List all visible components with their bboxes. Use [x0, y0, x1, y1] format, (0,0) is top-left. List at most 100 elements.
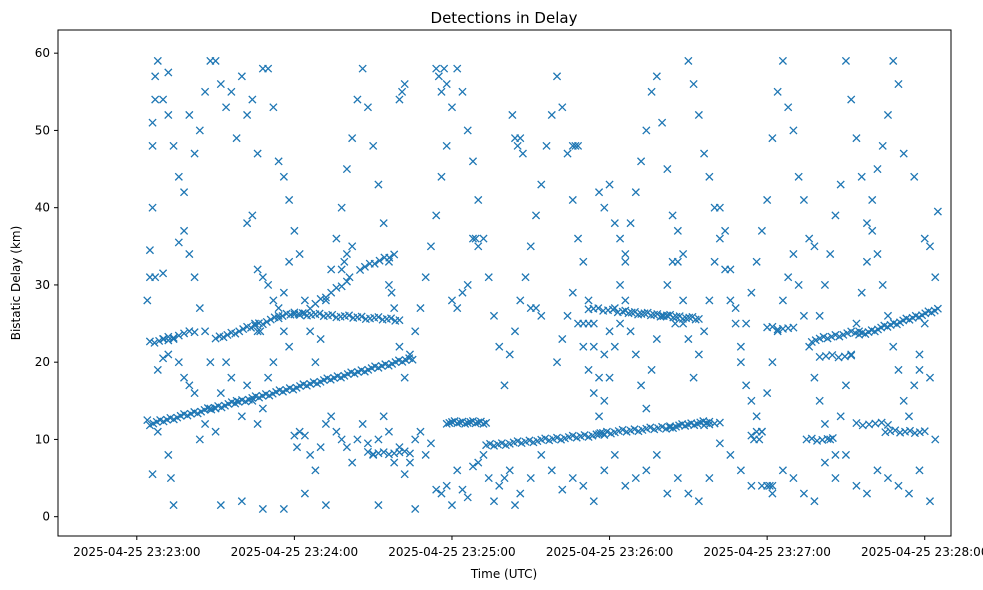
data-point	[190, 149, 199, 158]
data-point	[862, 489, 872, 498]
data-point	[463, 493, 472, 502]
data-point	[580, 430, 589, 440]
data-point	[390, 458, 399, 467]
data-point	[264, 373, 273, 382]
data-point	[279, 327, 288, 336]
data-point	[731, 319, 740, 328]
data-point	[568, 474, 577, 483]
data-point	[630, 425, 639, 434]
data-point	[852, 481, 861, 490]
data-point	[877, 418, 886, 427]
data-point	[799, 311, 808, 320]
data-point	[626, 327, 635, 336]
data-point	[694, 314, 703, 323]
data-point	[684, 56, 693, 65]
data-point	[663, 280, 672, 289]
data-point	[705, 296, 714, 305]
data-point	[547, 110, 556, 120]
data-point	[705, 417, 714, 426]
data-point	[558, 485, 567, 494]
data-point	[148, 470, 157, 479]
data-point	[631, 474, 640, 483]
data-point	[332, 283, 341, 292]
data-point	[253, 265, 262, 274]
data-point	[662, 311, 671, 320]
data-point	[384, 427, 393, 436]
data-point	[474, 242, 483, 251]
data-point	[264, 280, 273, 289]
data-point	[463, 280, 472, 289]
data-point	[442, 141, 451, 150]
data-point	[584, 296, 593, 305]
data-point	[618, 307, 627, 316]
data-point	[395, 316, 404, 325]
data-point	[608, 305, 617, 314]
data-point	[285, 257, 294, 266]
data-point	[180, 188, 189, 197]
data-point	[831, 211, 840, 220]
data-point	[679, 249, 688, 259]
data-point	[862, 219, 872, 228]
plot-frame	[57, 29, 952, 537]
data-point	[375, 256, 384, 265]
data-point	[552, 433, 562, 442]
data-point	[164, 336, 173, 345]
data-point	[237, 412, 246, 421]
data-point	[634, 310, 643, 319]
data-point	[862, 257, 872, 266]
data-point	[621, 249, 630, 259]
data-point	[440, 64, 449, 73]
data-point	[871, 419, 880, 428]
data-point	[374, 313, 383, 322]
data-point	[558, 103, 567, 112]
data-point	[810, 497, 819, 506]
data-point	[531, 211, 541, 220]
data-point	[631, 350, 640, 359]
data-point	[227, 373, 236, 382]
data-point	[637, 157, 646, 166]
data-point	[715, 439, 724, 448]
data-point	[300, 296, 309, 305]
data-point	[894, 481, 903, 490]
data-point	[573, 234, 583, 243]
y-tick-label: 10	[35, 432, 50, 446]
data-point	[841, 381, 851, 390]
data-point	[306, 327, 315, 336]
data-point	[158, 334, 168, 344]
data-point	[647, 87, 656, 96]
data-point	[558, 334, 567, 344]
data-point	[656, 312, 665, 321]
data-point	[279, 172, 288, 181]
data-point	[248, 95, 257, 104]
data-point	[768, 134, 777, 143]
data-point	[747, 431, 756, 440]
data-point	[905, 426, 915, 435]
data-point	[594, 373, 604, 382]
data-point	[673, 226, 682, 235]
data-point	[847, 351, 856, 360]
data-point	[752, 412, 761, 421]
data-point	[453, 419, 462, 428]
data-point	[279, 288, 288, 297]
data-point	[479, 450, 488, 459]
data-point	[616, 319, 625, 328]
data-point	[721, 265, 730, 274]
data-point	[610, 450, 619, 459]
data-point	[300, 431, 309, 440]
data-point	[258, 320, 267, 329]
data-point	[672, 312, 681, 321]
data-point	[526, 242, 535, 251]
data-point	[155, 336, 164, 345]
data-point	[878, 280, 887, 289]
data-point	[447, 417, 457, 427]
data-point	[747, 396, 756, 405]
data-point	[765, 481, 774, 490]
data-point	[841, 450, 851, 459]
data-point	[321, 296, 330, 305]
data-point	[705, 172, 714, 181]
data-point	[621, 257, 630, 266]
data-point	[752, 257, 761, 266]
data-point	[468, 462, 478, 471]
data-point	[652, 72, 661, 81]
data-point	[195, 435, 204, 444]
